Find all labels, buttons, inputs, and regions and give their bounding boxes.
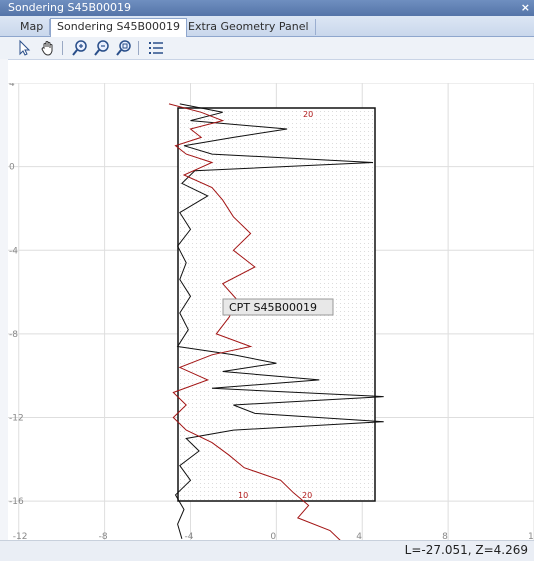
x-tick-label: 4 (356, 532, 362, 542)
toolbar (0, 37, 534, 60)
list-icon[interactable] (146, 39, 166, 57)
close-icon[interactable]: × (520, 1, 530, 14)
tab-map[interactable]: Map (14, 19, 51, 35)
tab-bar: Map Sondering S45B00019 Extra Geometry P… (0, 16, 534, 37)
pointer-icon[interactable] (14, 39, 34, 57)
cpt-plot[interactable]: 20 10 20 CPT S45B00019 -12 -8 -4 0 4 8 12 4 0 -4 -… (8, 83, 534, 543)
tab-sondering[interactable]: Sondering S45B00019 (50, 18, 187, 37)
window-title: Sondering S45B00019 (8, 1, 131, 14)
cone-resistance-line (174, 103, 384, 539)
bottom-scale-label: 20 (302, 491, 312, 500)
bottom-scale-label: 10 (238, 491, 248, 500)
x-tick-label: -8 (99, 532, 108, 542)
x-tick-label: -12 (13, 532, 28, 542)
status-bar: L=-27.051, Z=4.269 (0, 540, 534, 561)
y-tick-label: -12 (9, 414, 24, 424)
x-tick-label: -4 (184, 532, 193, 542)
window-titlebar: Sondering S45B00019 × (0, 0, 534, 16)
pan-hand-icon[interactable] (38, 39, 58, 57)
left-edge (0, 59, 8, 540)
coordinate-readout: L=-27.051, Z=4.269 (404, 543, 528, 557)
top-scale-label: 20 (303, 110, 313, 119)
y-tick-label: 0 (9, 163, 15, 173)
toolbar-separator (138, 41, 139, 55)
zoom-in-icon[interactable] (70, 39, 90, 57)
y-tick-label: -4 (9, 246, 18, 256)
zoom-extent-icon[interactable] (114, 39, 134, 57)
x-tick-label: 8 (442, 532, 448, 542)
zoom-out-icon[interactable] (92, 39, 112, 57)
cpt-tooltip: CPT S45B00019 (222, 298, 334, 316)
x-tick-label: 12 (528, 532, 534, 542)
cpt-tooltip-text: CPT S45B00019 (229, 301, 317, 314)
y-tick-label: -8 (9, 330, 18, 340)
tab-extra-geometry-panel[interactable]: Extra Geometry Panel (182, 19, 316, 35)
friction-ratio-line (168, 103, 342, 542)
y-tick-label: -16 (9, 497, 24, 507)
x-tick-label: 0 (270, 532, 276, 542)
y-tick-label: 4 (9, 83, 15, 89)
toolbar-separator (62, 41, 63, 55)
